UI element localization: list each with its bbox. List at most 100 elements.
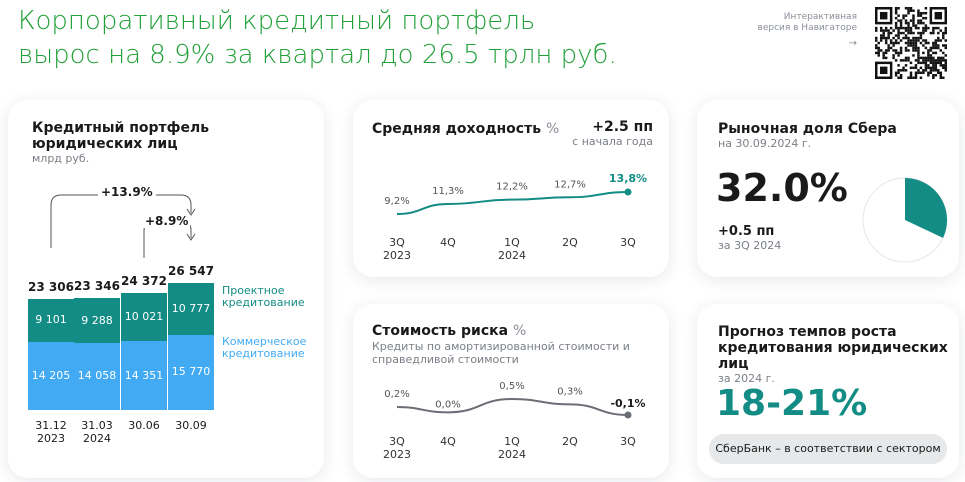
qr-module	[894, 16, 898, 20]
qr-module	[919, 76, 923, 79]
qr-module	[944, 64, 947, 67]
qr-module	[919, 14, 923, 17]
qr-module	[912, 36, 915, 40]
qr-module	[897, 31, 900, 35]
qr-module	[917, 19, 920, 22]
qr-module	[879, 29, 883, 32]
qr-module	[939, 76, 943, 79]
qr-module	[924, 26, 928, 30]
qr-module	[887, 44, 890, 47]
qr-module	[927, 41, 930, 45]
qr-module	[904, 69, 908, 72]
bar-commercial	[121, 341, 167, 410]
qr-module	[924, 69, 928, 72]
legend-project-line-1: Проектное	[222, 284, 285, 297]
portfolio-title-line-2: юридических лиц	[32, 136, 178, 152]
forecast-title-line-2: кредитования юридических лиц	[718, 340, 948, 372]
qr-module	[932, 26, 935, 30]
qr-module	[877, 51, 880, 55]
qr-module	[899, 49, 903, 52]
qr-module	[927, 54, 930, 57]
legend-project-line-2: кредитование	[222, 296, 305, 309]
qr-module	[942, 34, 945, 37]
qr-module	[899, 46, 903, 50]
qr-module	[917, 71, 920, 75]
qr-module	[894, 24, 898, 27]
qr-module	[922, 26, 925, 30]
qr-module	[877, 49, 880, 52]
qr-module	[909, 41, 913, 45]
qr-module	[927, 51, 930, 55]
share-value: 32.0%	[716, 166, 848, 210]
legend-commercial-line-2: кредитование	[222, 347, 305, 360]
qr-module	[892, 54, 895, 57]
qr-module	[904, 19, 908, 22]
qr-module	[939, 64, 943, 67]
qr-module	[924, 66, 928, 70]
forecast-period: за 2024 г.	[718, 372, 775, 385]
qr-module	[912, 54, 915, 57]
qr-module	[924, 41, 928, 45]
qr-module	[932, 69, 935, 72]
series-line	[396, 191, 629, 215]
bar-project	[74, 298, 120, 343]
stacked-bar-chart: 14 205 9 101 23 306 31.12 2023 14 058 9 288 23 …	[8, 100, 324, 478]
portfolio-card: Кредитный портфель юридических лиц млрд …	[8, 100, 324, 478]
qr-module	[917, 14, 920, 17]
qr-module	[922, 69, 925, 72]
qr-module	[907, 44, 910, 47]
qr-module	[944, 66, 947, 70]
qr-module	[942, 56, 945, 60]
qr-module	[892, 44, 895, 47]
qr-module	[944, 31, 947, 35]
qr-module	[909, 71, 913, 75]
qr-code-icon[interactable]	[875, 7, 947, 79]
growth-year-label: +13.9%	[98, 185, 156, 199]
qr-module	[897, 51, 900, 55]
x-tick-label: 3Q	[620, 236, 636, 249]
qr-module	[932, 74, 935, 77]
qr-module	[922, 56, 925, 60]
qr-module	[897, 34, 900, 37]
qr-module	[889, 39, 893, 42]
bar-commercial-value: 14 058	[77, 369, 117, 383]
qr-module	[924, 59, 928, 62]
x-tick-label: 3Q	[620, 435, 636, 448]
x-tick-label: 1Q	[504, 236, 520, 249]
qr-module	[932, 66, 935, 70]
qr-module	[932, 46, 935, 50]
qr-module	[924, 56, 928, 60]
category-line-1: 31.12	[35, 419, 67, 432]
qr-module	[937, 56, 940, 60]
qr-module	[902, 36, 905, 40]
qr-module	[899, 31, 903, 35]
qr-module	[929, 66, 933, 70]
yield-delta: +2.5 пп	[592, 119, 653, 135]
qr-module	[937, 59, 940, 62]
point-value-label: 12,7%	[554, 179, 586, 190]
qr-module	[914, 41, 918, 45]
qr-module	[924, 11, 928, 15]
qr-module	[922, 31, 925, 35]
qr-module	[927, 56, 930, 60]
qr-module	[917, 56, 920, 60]
qr-module	[902, 69, 905, 72]
qr-module	[939, 74, 943, 77]
yield-delta-sub: с начала года	[572, 135, 653, 148]
qr-module	[894, 74, 898, 77]
qr-module	[882, 56, 885, 60]
qr-module	[924, 64, 928, 67]
qr-module	[939, 59, 943, 62]
qr-module	[942, 66, 945, 70]
portfolio-title-line-1: Кредитный портфель	[32, 120, 210, 136]
qr-module	[907, 11, 910, 15]
qr-module	[909, 31, 913, 35]
qr-module	[939, 71, 943, 75]
qr-module	[882, 54, 885, 57]
qr-module	[942, 44, 945, 47]
qr-module	[887, 36, 890, 40]
qr-module	[909, 44, 913, 47]
bar-project	[121, 293, 167, 342]
qr-module	[914, 59, 918, 62]
qr-module	[944, 29, 947, 32]
